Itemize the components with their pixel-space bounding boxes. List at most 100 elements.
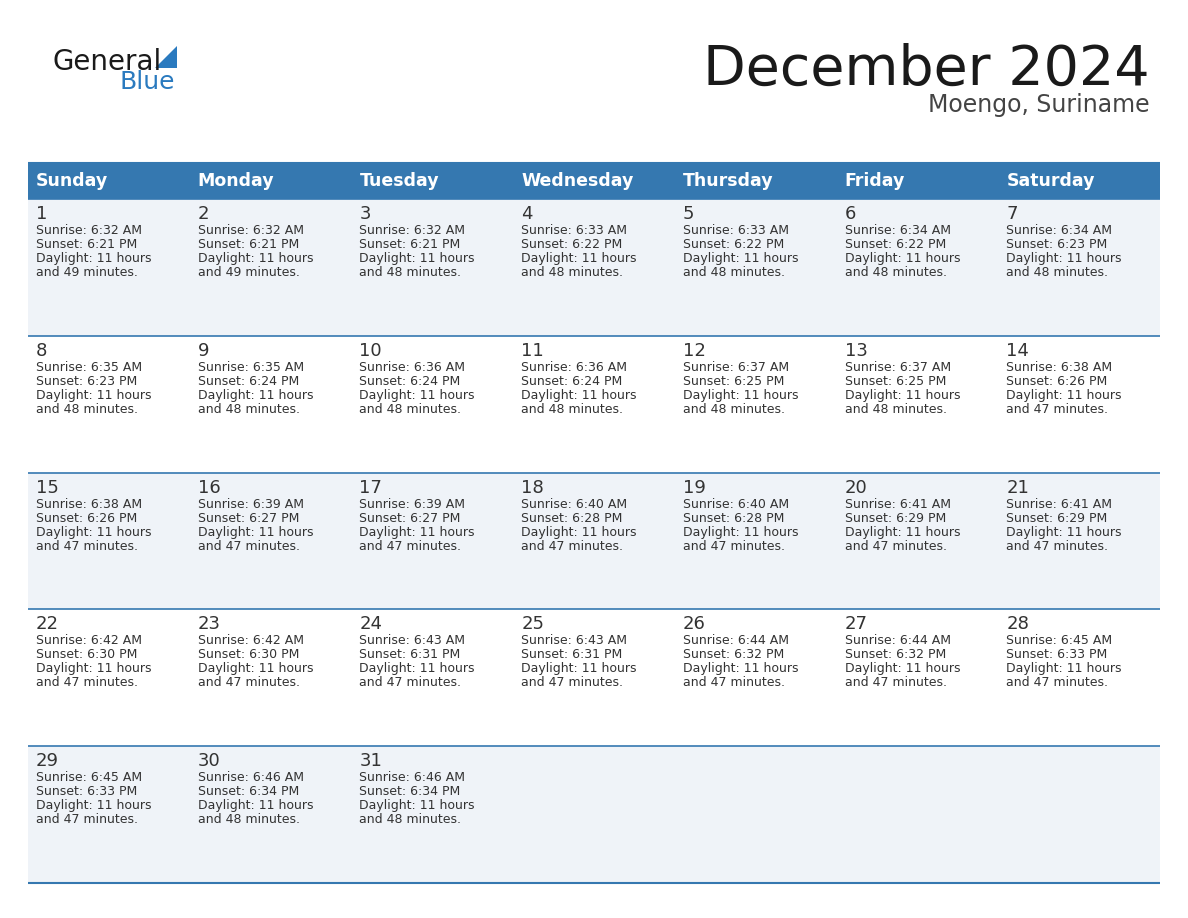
Text: Sunset: 6:30 PM: Sunset: 6:30 PM (36, 648, 138, 661)
Text: Daylight: 11 hours: Daylight: 11 hours (522, 526, 637, 539)
Text: Sunrise: 6:40 AM: Sunrise: 6:40 AM (683, 498, 789, 510)
Text: Sunrise: 6:44 AM: Sunrise: 6:44 AM (845, 634, 950, 647)
Text: Sunrise: 6:46 AM: Sunrise: 6:46 AM (360, 771, 466, 784)
Text: Sunset: 6:27 PM: Sunset: 6:27 PM (197, 511, 299, 524)
Text: 19: 19 (683, 478, 706, 497)
Text: Sunset: 6:23 PM: Sunset: 6:23 PM (1006, 238, 1107, 251)
Text: Sunrise: 6:45 AM: Sunrise: 6:45 AM (36, 771, 143, 784)
Text: Sunset: 6:24 PM: Sunset: 6:24 PM (197, 375, 299, 387)
Text: 21: 21 (1006, 478, 1029, 497)
Text: 1: 1 (36, 205, 48, 223)
Text: Sunrise: 6:37 AM: Sunrise: 6:37 AM (845, 361, 950, 374)
Text: and 47 minutes.: and 47 minutes. (683, 540, 785, 553)
Text: Sunset: 6:26 PM: Sunset: 6:26 PM (1006, 375, 1107, 387)
Bar (675, 163, 836, 199)
Text: 6: 6 (845, 205, 855, 223)
Text: Sunrise: 6:46 AM: Sunrise: 6:46 AM (197, 771, 304, 784)
Text: 11: 11 (522, 341, 544, 360)
Polygon shape (154, 46, 177, 68)
Bar (513, 163, 675, 199)
Text: Sunset: 6:24 PM: Sunset: 6:24 PM (360, 375, 461, 387)
Text: Daylight: 11 hours: Daylight: 11 hours (197, 663, 314, 676)
Text: Daylight: 11 hours: Daylight: 11 hours (360, 663, 475, 676)
Text: Sunrise: 6:34 AM: Sunrise: 6:34 AM (845, 224, 950, 237)
Text: Daylight: 11 hours: Daylight: 11 hours (683, 526, 798, 539)
Text: and 48 minutes.: and 48 minutes. (683, 266, 785, 279)
Text: and 48 minutes.: and 48 minutes. (522, 266, 624, 279)
Bar (29, 199, 1159, 336)
Text: Daylight: 11 hours: Daylight: 11 hours (845, 526, 960, 539)
Bar (190, 163, 352, 199)
Bar (836, 163, 998, 199)
Text: Sunset: 6:23 PM: Sunset: 6:23 PM (36, 375, 138, 387)
Text: Sunset: 6:31 PM: Sunset: 6:31 PM (360, 648, 461, 661)
Text: Sunrise: 6:33 AM: Sunrise: 6:33 AM (522, 224, 627, 237)
Text: Tuesday: Tuesday (360, 172, 440, 190)
Text: 25: 25 (522, 615, 544, 633)
Text: 28: 28 (1006, 615, 1029, 633)
Text: Sunrise: 6:32 AM: Sunrise: 6:32 AM (36, 224, 143, 237)
Text: and 48 minutes.: and 48 minutes. (197, 403, 299, 416)
Text: Sunrise: 6:42 AM: Sunrise: 6:42 AM (36, 634, 143, 647)
Text: and 47 minutes.: and 47 minutes. (683, 677, 785, 689)
Text: Sunset: 6:32 PM: Sunset: 6:32 PM (683, 648, 784, 661)
Text: Daylight: 11 hours: Daylight: 11 hours (683, 252, 798, 265)
Text: 15: 15 (36, 478, 59, 497)
Bar (29, 473, 1159, 610)
Text: Sunrise: 6:36 AM: Sunrise: 6:36 AM (360, 361, 466, 374)
Text: 10: 10 (360, 341, 383, 360)
Text: 29: 29 (36, 752, 59, 770)
Text: Daylight: 11 hours: Daylight: 11 hours (360, 800, 475, 812)
Text: Sunrise: 6:42 AM: Sunrise: 6:42 AM (197, 634, 304, 647)
Text: and 48 minutes.: and 48 minutes. (522, 403, 624, 416)
Text: Sunset: 6:29 PM: Sunset: 6:29 PM (1006, 511, 1107, 524)
Text: Sunset: 6:29 PM: Sunset: 6:29 PM (845, 511, 946, 524)
Text: Daylight: 11 hours: Daylight: 11 hours (36, 389, 152, 402)
Text: Thursday: Thursday (683, 172, 773, 190)
Text: Daylight: 11 hours: Daylight: 11 hours (197, 389, 314, 402)
Text: 13: 13 (845, 341, 867, 360)
Text: Daylight: 11 hours: Daylight: 11 hours (36, 663, 152, 676)
Text: Daylight: 11 hours: Daylight: 11 hours (845, 389, 960, 402)
Text: 20: 20 (845, 478, 867, 497)
Text: and 47 minutes.: and 47 minutes. (1006, 403, 1108, 416)
Text: and 47 minutes.: and 47 minutes. (522, 677, 624, 689)
Text: Daylight: 11 hours: Daylight: 11 hours (197, 252, 314, 265)
Text: and 47 minutes.: and 47 minutes. (845, 540, 947, 553)
Text: Moengo, Suriname: Moengo, Suriname (928, 93, 1150, 117)
Text: Daylight: 11 hours: Daylight: 11 hours (522, 389, 637, 402)
Text: Daylight: 11 hours: Daylight: 11 hours (683, 389, 798, 402)
Text: Blue: Blue (120, 70, 175, 94)
Text: and 47 minutes.: and 47 minutes. (197, 677, 299, 689)
Text: Sunrise: 6:41 AM: Sunrise: 6:41 AM (845, 498, 950, 510)
Text: and 47 minutes.: and 47 minutes. (197, 540, 299, 553)
Text: Sunrise: 6:39 AM: Sunrise: 6:39 AM (197, 498, 304, 510)
Text: Sunset: 6:21 PM: Sunset: 6:21 PM (197, 238, 299, 251)
Text: Sunset: 6:33 PM: Sunset: 6:33 PM (36, 785, 138, 798)
Text: and 47 minutes.: and 47 minutes. (36, 540, 138, 553)
Text: and 48 minutes.: and 48 minutes. (1006, 266, 1108, 279)
Text: Sunset: 6:24 PM: Sunset: 6:24 PM (522, 375, 623, 387)
Bar (29, 336, 1159, 473)
Text: Sunset: 6:21 PM: Sunset: 6:21 PM (360, 238, 461, 251)
Text: Sunrise: 6:45 AM: Sunrise: 6:45 AM (1006, 634, 1112, 647)
Text: Daylight: 11 hours: Daylight: 11 hours (522, 252, 637, 265)
Text: Friday: Friday (845, 172, 905, 190)
Text: 9: 9 (197, 341, 209, 360)
Text: Sunrise: 6:32 AM: Sunrise: 6:32 AM (197, 224, 304, 237)
Text: Sunset: 6:34 PM: Sunset: 6:34 PM (197, 785, 299, 798)
Text: 2: 2 (197, 205, 209, 223)
Text: Sunrise: 6:38 AM: Sunrise: 6:38 AM (1006, 361, 1112, 374)
Text: Sunrise: 6:35 AM: Sunrise: 6:35 AM (36, 361, 143, 374)
Text: and 47 minutes.: and 47 minutes. (1006, 677, 1108, 689)
Text: Sunset: 6:28 PM: Sunset: 6:28 PM (522, 511, 623, 524)
Text: 3: 3 (360, 205, 371, 223)
Text: and 48 minutes.: and 48 minutes. (360, 813, 461, 826)
Text: Daylight: 11 hours: Daylight: 11 hours (360, 252, 475, 265)
Text: Sunset: 6:25 PM: Sunset: 6:25 PM (845, 375, 946, 387)
Bar (29, 610, 1159, 746)
Text: and 47 minutes.: and 47 minutes. (522, 540, 624, 553)
Text: Sunset: 6:32 PM: Sunset: 6:32 PM (845, 648, 946, 661)
Text: Daylight: 11 hours: Daylight: 11 hours (1006, 389, 1121, 402)
Text: Sunset: 6:22 PM: Sunset: 6:22 PM (845, 238, 946, 251)
